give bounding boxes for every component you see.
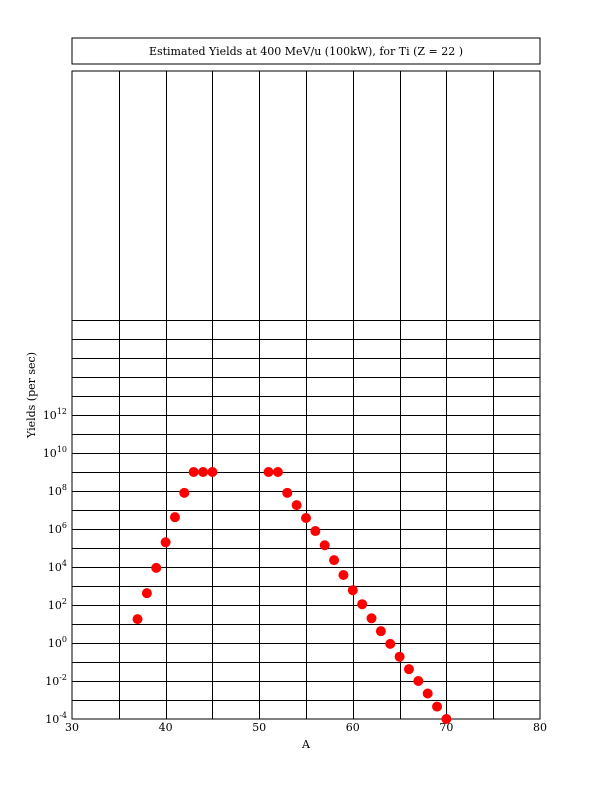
x-tick-label: 40 bbox=[159, 721, 173, 734]
y-tick-label: 10-4 bbox=[45, 711, 67, 726]
data-point bbox=[141, 588, 152, 599]
y-tick-label: 1010 bbox=[43, 445, 67, 460]
data-point bbox=[347, 585, 358, 596]
x-tick-label: 60 bbox=[346, 721, 360, 734]
data-point bbox=[403, 664, 414, 675]
data-point bbox=[319, 540, 330, 551]
title-box bbox=[71, 37, 541, 65]
x-tick-label: 30 bbox=[65, 721, 79, 734]
data-point bbox=[188, 467, 199, 477]
data-point bbox=[179, 487, 190, 498]
data-point bbox=[169, 512, 180, 523]
data-point bbox=[366, 613, 377, 624]
y-axis-label: Yields (per sec) bbox=[25, 352, 38, 439]
y-tick-label: 102 bbox=[48, 597, 67, 612]
y-tick-label: 106 bbox=[48, 521, 67, 536]
data-point bbox=[301, 512, 311, 523]
x-axis-ticks: 30 40 50 60 70 80 bbox=[65, 721, 547, 734]
data-point bbox=[394, 651, 405, 662]
data-point bbox=[282, 487, 293, 498]
data-point bbox=[329, 555, 340, 566]
data-point bbox=[151, 562, 162, 573]
data-point bbox=[422, 688, 433, 699]
x-tick-label: 80 bbox=[533, 721, 547, 734]
data-point bbox=[357, 599, 368, 610]
data-point bbox=[160, 537, 171, 548]
x-tick-label: 70 bbox=[439, 721, 453, 734]
y-tick-label: 104 bbox=[48, 559, 67, 574]
data-point bbox=[132, 614, 143, 625]
data-point bbox=[198, 467, 209, 477]
data-point bbox=[413, 676, 424, 686]
grid-lines bbox=[72, 71, 540, 719]
y-tick-label: 10-2 bbox=[45, 673, 67, 688]
data-point bbox=[310, 526, 321, 537]
data-point bbox=[375, 626, 386, 637]
y-tick-label: 108 bbox=[48, 483, 67, 498]
data-points bbox=[132, 467, 452, 724]
data-point bbox=[338, 569, 349, 580]
data-point bbox=[441, 714, 452, 724]
data-point bbox=[207, 467, 218, 477]
x-axis-label: A bbox=[301, 738, 311, 751]
data-point bbox=[385, 638, 396, 649]
y-axis-ticks: 1012 1010 108 106 104 102 100 10-2 10-4 bbox=[43, 407, 67, 726]
chart-title: Estimated Yields at 400 MeV/u (100kW), f… bbox=[149, 45, 463, 58]
data-point bbox=[263, 467, 274, 477]
data-point bbox=[291, 500, 302, 511]
x-tick-label: 50 bbox=[252, 721, 266, 734]
y-tick-label: 1012 bbox=[43, 407, 67, 422]
data-point bbox=[272, 467, 283, 477]
data-point bbox=[432, 701, 443, 712]
y-tick-label: 100 bbox=[48, 635, 67, 650]
